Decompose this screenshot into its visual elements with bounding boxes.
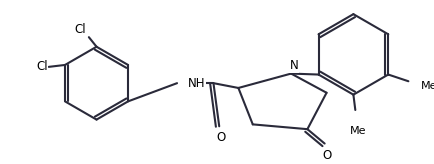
Text: O: O: [216, 131, 225, 144]
Text: Cl: Cl: [36, 60, 48, 73]
Text: Cl: Cl: [74, 23, 86, 36]
Text: Me: Me: [349, 126, 365, 136]
Text: O: O: [321, 149, 330, 162]
Text: N: N: [289, 59, 298, 72]
Text: NH: NH: [187, 77, 204, 90]
Text: Me: Me: [420, 81, 434, 91]
